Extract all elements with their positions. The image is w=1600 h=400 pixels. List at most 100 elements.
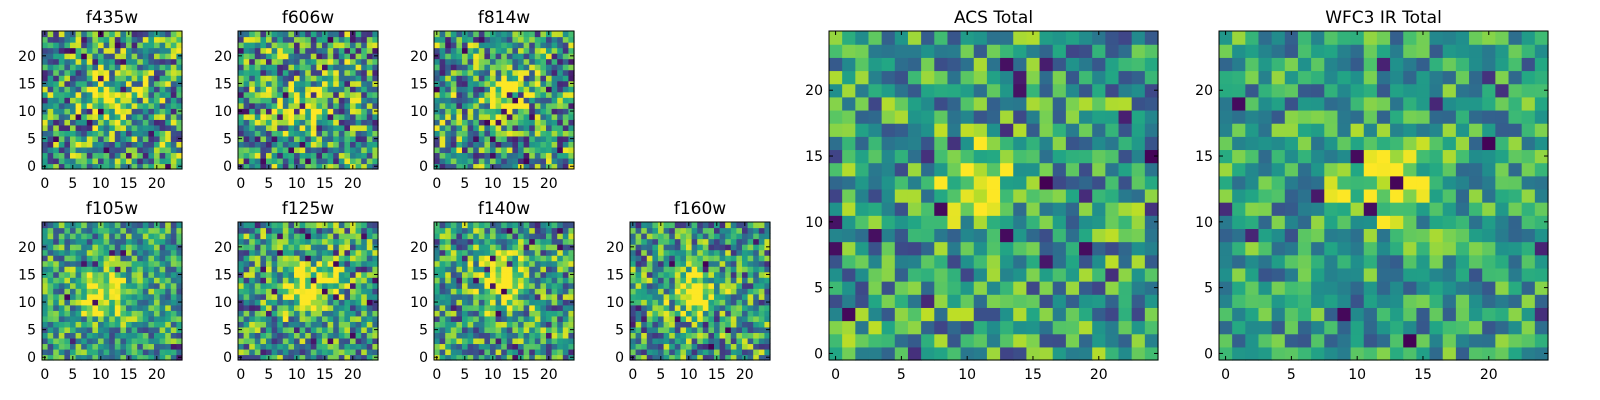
heatmap-cell [243,75,250,82]
heatmap-cell [1000,281,1014,295]
heatmap-cell [282,222,289,229]
heatmap-cell [142,282,149,289]
heatmap-cell [669,249,676,256]
heatmap-cell [271,47,278,54]
y-tick-label: 20 [214,240,232,256]
heatmap-cell [266,97,273,104]
heatmap-cell [92,75,99,82]
heatmap-cell [159,337,166,345]
heatmap-cell [641,271,648,278]
heatmap-cell [635,260,642,267]
x-tick-label: 5 [264,367,273,383]
heatmap-cell [551,304,558,311]
heatmap-cell [484,260,491,267]
heatmap-cell [445,260,452,267]
heatmap-cell [495,86,502,93]
heatmap-cell [327,130,334,137]
heatmap-cell [540,282,547,289]
heatmap-cell [551,36,558,43]
heatmap-cell [714,238,721,245]
heatmap-cell [372,227,379,234]
heatmap-cell [473,326,480,333]
heatmap-cell [450,288,457,295]
heatmap-cell [557,113,564,120]
heatmap-cell [462,271,469,278]
heatmap-cell [658,321,665,328]
heatmap-cell [947,202,962,216]
heatmap-cell [947,162,962,177]
heatmap-cell [159,227,166,234]
heatmap-cell [271,249,278,256]
heatmap-cell [170,310,177,317]
heatmap-cell [445,227,452,234]
heatmap-cell [243,227,250,234]
heatmap-cell [495,146,502,154]
heatmap-cell [92,244,99,251]
heatmap-cell [238,227,245,234]
heatmap-cell [170,266,177,273]
heatmap-cell [921,333,935,348]
heatmap-cell [271,58,278,65]
heatmap-cell [529,102,536,109]
heatmap-cell [758,244,765,251]
heatmap-cell [266,293,273,300]
heatmap-cell [490,102,497,109]
heatmap-cell [708,299,715,306]
heatmap-cell [159,288,166,295]
heatmap-cell [456,233,463,240]
heatmap-cell [249,157,256,165]
heatmap-cell [764,288,771,295]
heatmap-cell [1118,267,1133,282]
heatmap-cell [47,337,54,345]
heatmap-cell [260,102,267,109]
heatmap-cell [868,162,883,177]
heatmap-cell [64,293,71,300]
heatmap-cell [462,119,469,126]
heatmap-cell [450,337,457,345]
heatmap-cell [434,321,441,328]
heatmap-cell [98,53,105,60]
heatmap-cell [254,86,261,93]
heatmap-cell [254,260,261,267]
heatmap-cell [557,135,564,142]
heatmap-cell [260,75,267,82]
heatmap-cell [512,321,519,328]
heatmap-cell [154,69,161,76]
heatmap-cell [154,244,161,251]
heatmap-cell [529,163,536,170]
heatmap-cell [70,288,77,295]
heatmap-cell [333,97,340,104]
heatmap-cell [691,255,698,262]
heatmap-cell [58,86,65,93]
heatmap-cell [327,282,334,289]
heatmap-cell [523,255,530,262]
heatmap-cell [907,228,922,243]
heatmap-cell [271,36,278,43]
heatmap-cell [159,266,166,273]
heatmap-cell [148,152,155,159]
heatmap-cell [333,260,340,267]
heatmap-cell [305,80,312,87]
heatmap-cell [439,310,446,317]
heatmap-cell [366,42,373,49]
heatmap-cell [249,260,256,267]
heatmap-cell [663,255,670,262]
heatmap-cell [277,108,284,115]
heatmap-cell [288,348,295,356]
heatmap-cell [333,146,340,154]
heatmap-cell [86,31,93,38]
heatmap-cell [271,222,278,229]
heatmap-cell [708,337,715,345]
heatmap-cell [86,80,93,87]
heatmap-cell [934,307,949,322]
heatmap-cell [551,348,558,356]
heatmap-cell [277,282,284,289]
heatmap-cell [159,238,166,245]
heatmap-cell [473,288,480,295]
heatmap-cell [176,337,183,345]
heatmap-cell [266,260,273,267]
heatmap-cell [1144,241,1159,256]
heatmap-cell [103,255,110,262]
heatmap-cell [372,304,379,311]
heatmap-cell [75,113,82,120]
